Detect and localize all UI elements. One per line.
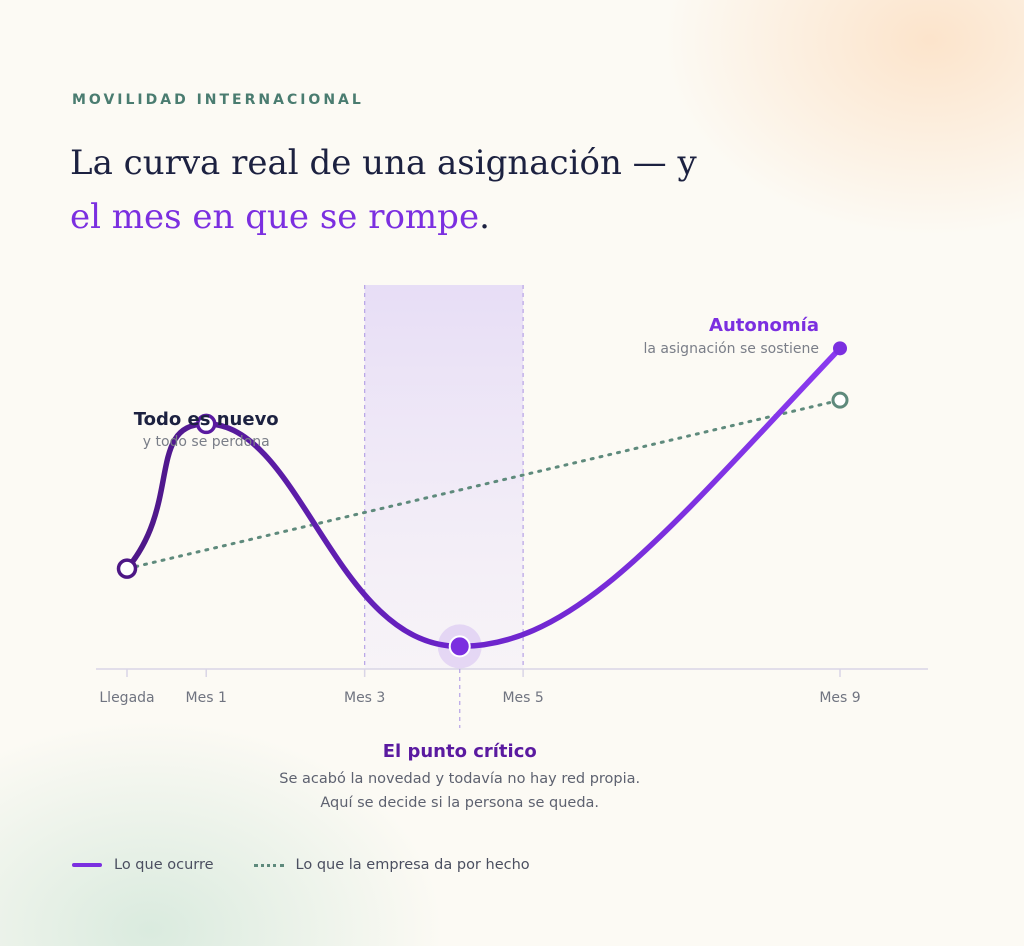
legend-swatch-solid bbox=[72, 863, 102, 867]
legend-label-expected: Lo que la empresa da por hecho bbox=[295, 857, 530, 873]
section-kicker: MOVILIDAD INTERNACIONAL bbox=[72, 92, 364, 108]
data-markers bbox=[116, 341, 849, 669]
legend-item-actual: Lo que ocurre bbox=[72, 857, 214, 873]
x-tick-label-3: Mes 5 bbox=[502, 690, 543, 706]
series-actual-curve bbox=[124, 345, 843, 650]
annotation-autonomia-subtitle: la asignación se sostiene bbox=[644, 341, 820, 357]
x-tick-label-2: Mes 3 bbox=[344, 690, 385, 706]
legend-item-expected: Lo que la empresa da por hecho bbox=[253, 857, 530, 873]
legend-label-actual: Lo que ocurre bbox=[114, 857, 214, 873]
annotation-autonomia-title: Autonomía bbox=[709, 315, 819, 336]
annotation-todo-es-nuevo-subtitle: y todo se perdona bbox=[143, 434, 270, 450]
annotation-todo-es-nuevo-title: Todo es nuevo bbox=[134, 409, 279, 430]
legend-swatch-dotted bbox=[253, 863, 284, 867]
series-expected-line bbox=[125, 398, 842, 571]
chart-legend: Lo que ocurre Lo que la empresa da por h… bbox=[72, 857, 570, 873]
x-tick-label-1: Mes 1 bbox=[186, 690, 227, 706]
title-period: . bbox=[479, 197, 490, 237]
page-title: La curva real de una asignación — y el m… bbox=[70, 136, 697, 244]
marker-critical-point bbox=[448, 635, 471, 658]
marker-mes-9-actual bbox=[833, 341, 847, 356]
x-tick-label-4: Mes 9 bbox=[819, 690, 860, 706]
annotation-punto-critico-line-2: Aquí se decide si la persona se queda. bbox=[320, 795, 599, 811]
x-axis-ticks: Llegada Mes 1 Mes 3 Mes 5 Mes 9 bbox=[99, 669, 861, 706]
critical-period-band bbox=[364, 285, 524, 669]
title-line-1: La curva real de una asignación — y bbox=[70, 143, 697, 183]
marker-mes-9-expected bbox=[831, 391, 849, 409]
x-tick-label-0: Llegada bbox=[99, 690, 154, 706]
annotation-punto-critico-line-1: Se acabó la novedad y todavía no hay red… bbox=[279, 771, 640, 787]
marker-mes-1 bbox=[195, 413, 217, 435]
annotation-punto-critico-title: El punto crítico bbox=[383, 741, 537, 762]
marker-llegada bbox=[116, 558, 138, 579]
title-accent: el mes en que se rompe bbox=[70, 197, 480, 237]
